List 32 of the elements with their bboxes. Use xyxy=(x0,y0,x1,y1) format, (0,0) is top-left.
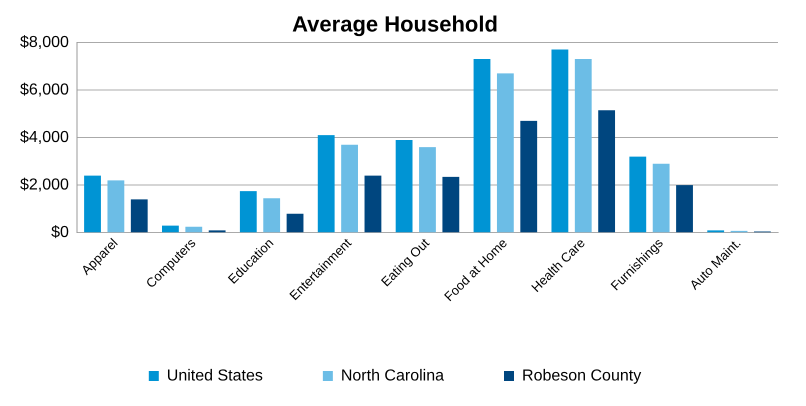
y-tick-label: $8,000 xyxy=(20,34,70,51)
bar xyxy=(520,120,538,232)
bar xyxy=(341,144,358,232)
bar xyxy=(84,176,101,232)
bar xyxy=(162,226,179,232)
bar xyxy=(629,156,646,232)
y-tick-label: $4,000 xyxy=(20,128,70,146)
bar xyxy=(396,140,413,232)
bar xyxy=(130,199,148,232)
y-tick-label: $6,000 xyxy=(20,81,70,98)
bar xyxy=(263,198,280,232)
chart-title: Average Household xyxy=(292,11,498,36)
legend-label: North Carolina xyxy=(340,367,444,384)
bar xyxy=(107,180,124,232)
bar xyxy=(442,176,460,232)
legend-label: United States xyxy=(166,367,263,384)
bar xyxy=(419,147,436,232)
bar xyxy=(574,59,592,232)
bar xyxy=(286,214,304,232)
bar xyxy=(496,73,514,232)
bar xyxy=(364,176,382,232)
bar xyxy=(318,135,335,232)
bar xyxy=(474,59,490,232)
y-tick-label: $2,000 xyxy=(20,176,70,194)
bar xyxy=(240,191,257,232)
bar xyxy=(652,164,670,232)
bar xyxy=(676,185,693,232)
y-tick-label: $0 xyxy=(51,224,70,242)
legend-label: Robeson County xyxy=(522,367,642,384)
bar xyxy=(551,50,568,232)
bar xyxy=(598,110,616,232)
bar xyxy=(185,226,202,232)
